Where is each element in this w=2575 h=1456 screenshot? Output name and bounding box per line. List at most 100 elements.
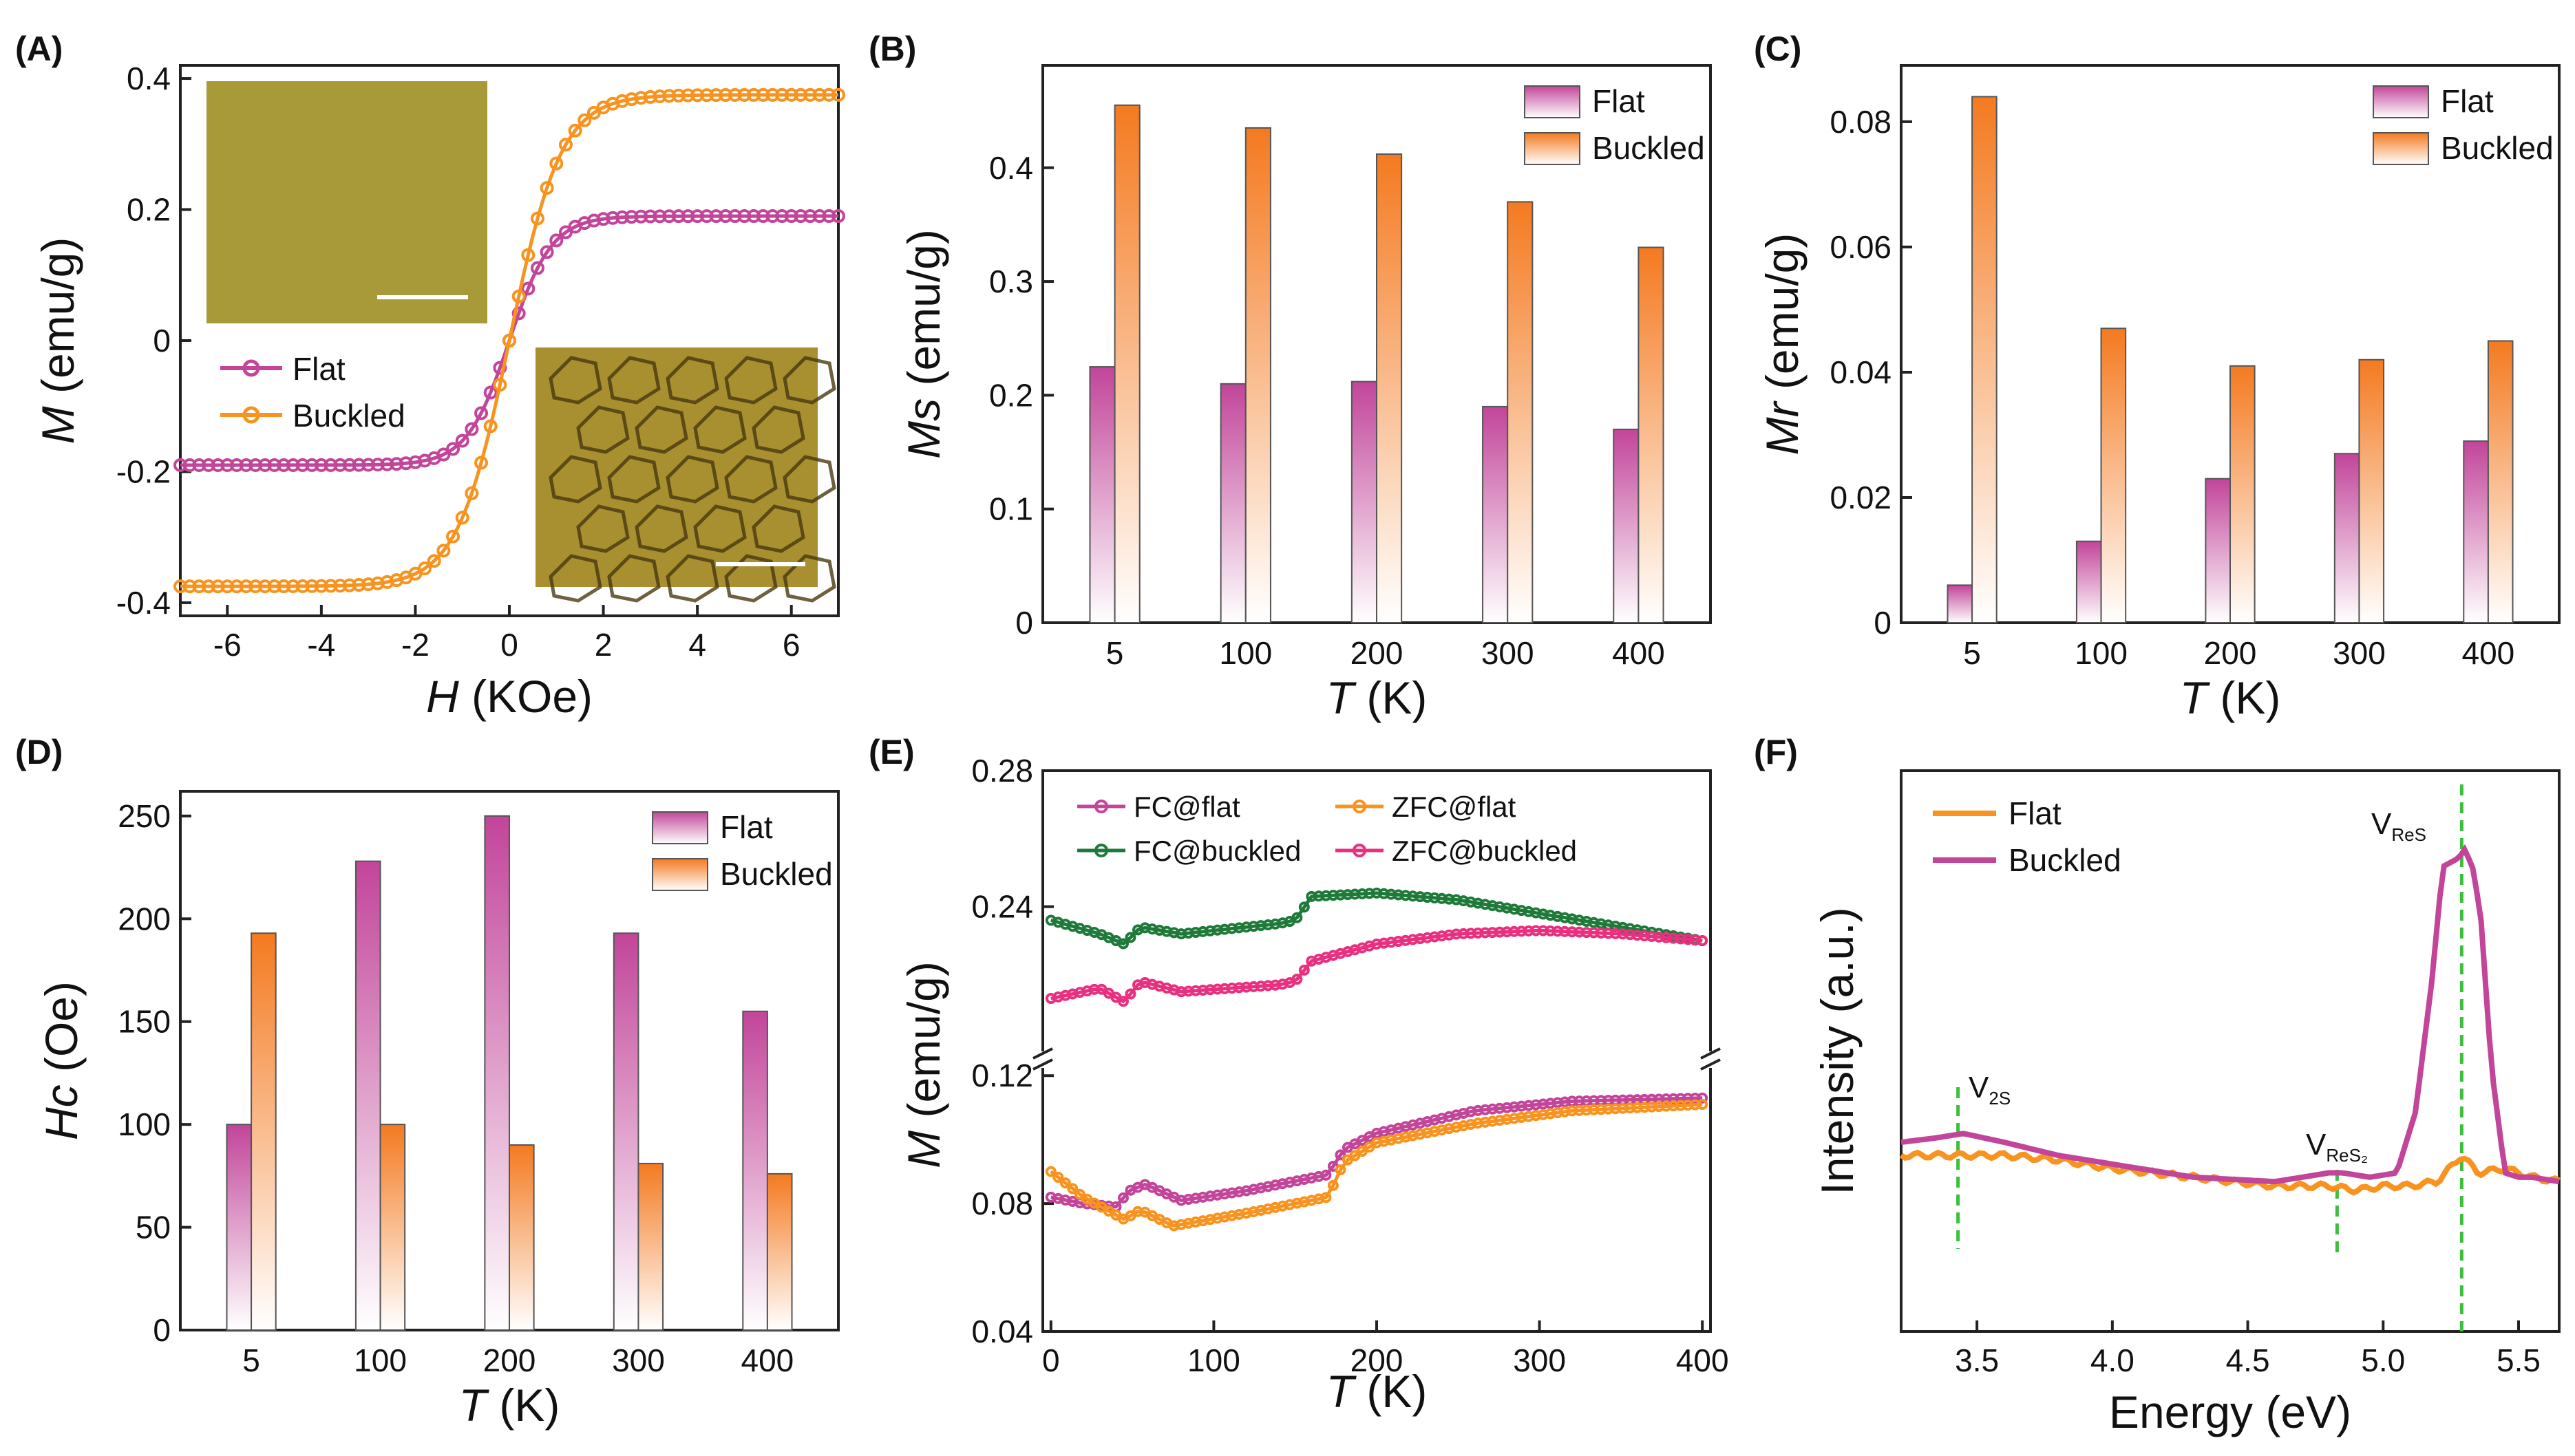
panel-a-series-flat-point bbox=[192, 458, 206, 472]
panel-b-bar-flat bbox=[1613, 428, 1640, 624]
panel-b-ylabel-italic: Ms bbox=[898, 398, 949, 459]
panel-a-series-flat-point bbox=[173, 458, 187, 472]
panel-a-series-flat-point bbox=[399, 456, 413, 471]
panel-a-series-flat-point bbox=[277, 458, 291, 472]
panel-b-xtick-label: 200 bbox=[1350, 635, 1403, 671]
panel-a-series-buckled-point bbox=[530, 211, 544, 226]
panel-b-bar-buckled bbox=[1376, 153, 1403, 623]
panel-a-ytick-label: -0.4 bbox=[116, 585, 171, 621]
panel-a-series-flat-point bbox=[690, 209, 705, 224]
panel-d-bar-flat bbox=[226, 1124, 253, 1331]
panel-c-ytick-label: 0.06 bbox=[1830, 229, 1891, 265]
panel-c-xtick-label: 200 bbox=[2204, 635, 2257, 671]
panel-a-series-buckled-point bbox=[521, 248, 536, 262]
panel-a-series-flat-point bbox=[728, 209, 742, 224]
panel-a-series-buckled-point bbox=[812, 87, 827, 102]
panel-e-series-zfc-at-flat-point bbox=[1335, 1164, 1346, 1176]
panel-a-series-buckled-point bbox=[728, 87, 742, 102]
panel-c-ytick-label: 0.08 bbox=[1830, 104, 1891, 140]
panel-a-xtick-label: -6 bbox=[213, 627, 242, 663]
inset-cell bbox=[752, 405, 805, 454]
panel-b-bar-flat bbox=[1220, 383, 1247, 623]
panel-e-series-zfc-at-buckled-point bbox=[1117, 996, 1129, 1007]
panel-a-series-buckled-point bbox=[342, 578, 357, 592]
panel-a-series-buckled-point bbox=[699, 88, 714, 103]
panel-a-series-buckled-point bbox=[248, 579, 263, 594]
panel-e-axis-break bbox=[1032, 1047, 1053, 1060]
panel-a-series-flat-point bbox=[812, 209, 827, 224]
panel-c-ylabel-italic: Mr bbox=[1757, 400, 1808, 455]
panel-e-series-zfc-at-flat-point bbox=[1697, 1099, 1708, 1111]
panel-b-xtick-label: 5 bbox=[1106, 635, 1124, 671]
panel-e-series-zfc-at-buckled-point bbox=[1125, 988, 1136, 1000]
panel-a-series-buckled-point bbox=[436, 544, 451, 558]
panel-label-b: (B) bbox=[869, 30, 916, 68]
panel-a-series-flat-point bbox=[737, 209, 752, 224]
panel-a-series-buckled-point bbox=[549, 156, 564, 171]
panel-c-ytick-label: 0.04 bbox=[1830, 354, 1891, 390]
panel-a-series-flat-point bbox=[719, 209, 733, 224]
panel-a-xtick-label: 0 bbox=[500, 627, 518, 663]
panel-a-xtick-label: -4 bbox=[307, 627, 335, 663]
panel-a-series-flat-point bbox=[267, 458, 282, 472]
panel-d-bar-buckled bbox=[251, 932, 277, 1331]
panel-a-series-buckled-point bbox=[239, 579, 253, 594]
panel-a-series-flat-point bbox=[314, 458, 328, 472]
panel-a-series-buckled-point bbox=[784, 87, 798, 102]
panel-d-xtick-label: 100 bbox=[354, 1342, 407, 1378]
panel-e-series-zfc-at-flat-point bbox=[1059, 1177, 1071, 1189]
panel-e-ytick-label: 0.04 bbox=[971, 1314, 1033, 1349]
panel-a-series-buckled-point bbox=[474, 456, 489, 470]
panel-a-series-buckled-point bbox=[267, 579, 282, 594]
panel-e-xlabel-unit: (K) bbox=[1354, 1366, 1427, 1417]
panel-a-ylabel-unit: (emu/g) bbox=[32, 237, 83, 407]
panel-a-series-buckled-point bbox=[352, 578, 366, 592]
panel-f-legend-label: Buckled bbox=[2009, 842, 2121, 878]
panel-label-d: (D) bbox=[15, 733, 63, 771]
panel-a-series-buckled-point bbox=[192, 579, 206, 594]
panel-c-legend-label: Buckled bbox=[2441, 130, 2554, 166]
panel-c-bar-buckled bbox=[2100, 328, 2127, 623]
panel-a-series-flat-point bbox=[765, 209, 780, 224]
panel-c-xtick-label: 400 bbox=[2462, 635, 2515, 671]
inset-cell bbox=[549, 356, 602, 405]
panel-c-ytick-label: 0 bbox=[1874, 605, 1891, 641]
panel-b-xlabel: T (K) bbox=[1326, 672, 1428, 723]
inset-cell bbox=[783, 554, 836, 603]
panel-a-series-flat-point bbox=[361, 458, 376, 472]
panel-b-bar-buckled bbox=[1507, 201, 1534, 623]
panel-a-series-buckled-point bbox=[577, 113, 592, 127]
panel-c-ylabel: Mr (emu/g) bbox=[1757, 233, 1808, 456]
panel-e-series-zfc-at-flat-point bbox=[1074, 1188, 1085, 1200]
panel-a-xtick-label: 6 bbox=[783, 627, 801, 663]
panel-e-series-zfc-at-flat-point bbox=[1052, 1171, 1064, 1183]
panel-b-ytick-label: 0.4 bbox=[989, 150, 1033, 186]
panel-a-series-buckled-point bbox=[681, 88, 695, 103]
panel-a-series-flat-point bbox=[643, 209, 657, 224]
panel-a-series-buckled-point bbox=[775, 87, 790, 102]
panel-a-series-buckled-point bbox=[483, 419, 498, 433]
panel-a-series-buckled-point bbox=[765, 87, 780, 102]
panel-a-series-buckled-point bbox=[803, 87, 818, 102]
panel-a-legend-marker bbox=[242, 359, 260, 377]
panel-label-e: (E) bbox=[869, 733, 915, 771]
panel-c-bar-flat bbox=[2075, 540, 2102, 623]
panel-d-ytick-label: 0 bbox=[153, 1312, 171, 1348]
panel-e-series-zfc-at-flat-point bbox=[1045, 1166, 1057, 1177]
panel-b-bar-buckled bbox=[1244, 127, 1271, 623]
panel-a-series-flat-point bbox=[615, 210, 629, 224]
inset-cell bbox=[693, 405, 747, 454]
panel-b-xlabel-unit: (K) bbox=[1354, 672, 1427, 723]
panel-d-bar-buckled bbox=[766, 1173, 793, 1331]
panel-e-xtick-label: 400 bbox=[1676, 1342, 1729, 1378]
panel-e-series-zfc-at-flat-point bbox=[1320, 1192, 1332, 1203]
panel-a-series-buckled-point bbox=[324, 579, 338, 593]
panel-e-series-fc-at-flat-point bbox=[1320, 1169, 1332, 1181]
panel-f-annotation-main: V bbox=[2306, 1128, 2327, 1161]
panel-a-series-flat-point bbox=[257, 458, 272, 472]
panel-e-series-fc-at-buckled-point bbox=[1117, 938, 1129, 950]
inset-cell bbox=[607, 554, 661, 603]
panel-e-series-fc-at-flat-point bbox=[1697, 1092, 1708, 1104]
panel-c-xlabel-unit: (K) bbox=[2207, 672, 2280, 723]
